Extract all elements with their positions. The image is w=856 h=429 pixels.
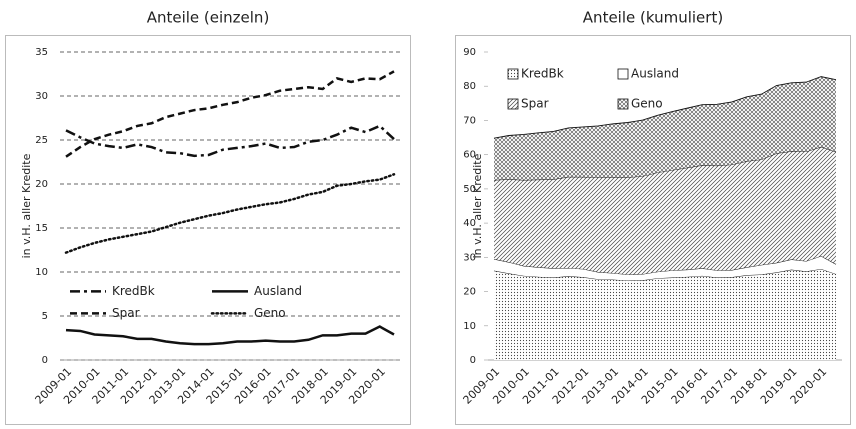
y-tick-label: 90 (463, 47, 476, 58)
area-edge (493, 76, 837, 139)
y-tick-label: 80 (463, 81, 476, 92)
panel (455, 35, 851, 425)
panel (5, 35, 411, 425)
line (64, 173, 396, 254)
area (494, 146, 836, 275)
y-tick-label: 10 (35, 267, 48, 278)
y-tick-label: 20 (35, 179, 48, 190)
y-tick-label: 50 (463, 184, 476, 195)
legend-label: Geno (631, 97, 663, 111)
y-tick-label: 20 (463, 287, 476, 298)
line (65, 70, 395, 158)
y-axis-label: in v.H. aller Kredite (471, 153, 484, 258)
legend-label: Spar (521, 97, 549, 111)
legend-swatch (617, 98, 629, 110)
y-axis-label: in v.H. aller Kredite (20, 153, 33, 258)
chart-title: Anteile (kumuliert) (583, 9, 723, 27)
area (494, 268, 836, 360)
legend-label: Ausland (631, 67, 679, 81)
y-tick-label: 0 (42, 355, 48, 366)
legend-label: Spar (112, 306, 140, 320)
legend-label: Ausland (254, 284, 302, 298)
y-tick-label: 30 (463, 252, 476, 263)
legend-label: KredBk (112, 284, 155, 298)
y-tick-label: 35 (35, 47, 48, 58)
y-tick-label: 40 (463, 218, 476, 229)
legend-swatch (617, 68, 629, 80)
y-tick-label: 70 (463, 115, 476, 126)
legend-label: Geno (254, 306, 286, 320)
area-edge (493, 146, 837, 181)
chart-title: Anteile (einzeln) (147, 9, 270, 27)
y-tick-label: 60 (463, 150, 476, 161)
line (65, 325, 395, 346)
y-tick-label: 5 (42, 311, 48, 322)
y-tick-label: 0 (470, 355, 476, 366)
legend-swatch (507, 98, 519, 110)
y-tick-label: 30 (35, 91, 48, 102)
legend-label: KredBk (521, 67, 564, 81)
line (65, 124, 395, 158)
y-tick-label: 10 (463, 321, 476, 332)
legend-swatch (507, 68, 519, 80)
area (494, 76, 836, 180)
y-tick-label: 25 (35, 135, 48, 146)
y-tick-label: 15 (35, 223, 48, 234)
area (494, 255, 836, 281)
